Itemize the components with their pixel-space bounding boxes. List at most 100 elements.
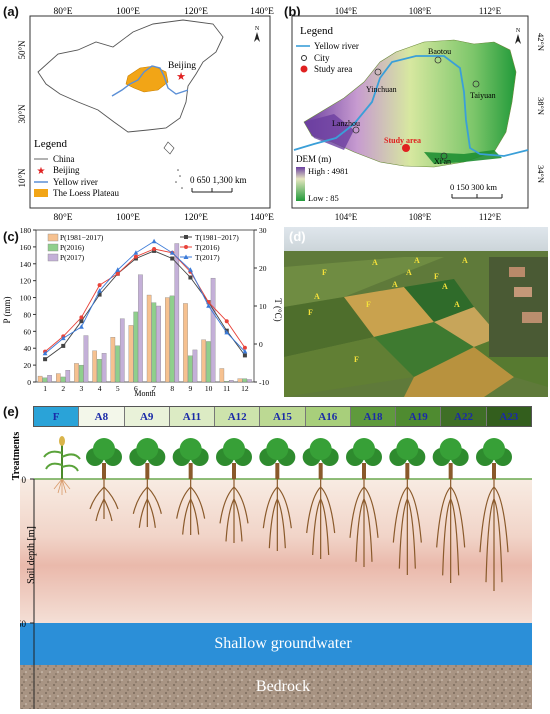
bar-0-2 xyxy=(74,363,79,383)
y2-tick-label: 0 xyxy=(259,340,263,349)
x-tick-label: 5 xyxy=(116,384,120,393)
bar-2-5 xyxy=(138,274,143,383)
bar-0-8 xyxy=(183,303,188,383)
bar-2-0 xyxy=(47,375,52,383)
plot-label: A xyxy=(442,282,448,291)
maize-icon xyxy=(43,436,81,495)
temp-point-2-11 xyxy=(242,349,248,354)
soil-profile: 0 50 xyxy=(17,427,532,709)
legend-t-1981: T(1981−2017) xyxy=(195,233,239,242)
dem-low: Low : 85 xyxy=(308,193,339,203)
lon-tick: 108°E xyxy=(409,212,432,222)
dem-high: High : 4981 xyxy=(308,166,349,176)
panel-a-map: ★ Beijing N 80°E 100°E 120°E 140°E 80°E … xyxy=(17,2,280,224)
y2-tick-label: 20 xyxy=(259,264,267,273)
temp-point-2-9 xyxy=(206,303,211,308)
study-area-label: Study area xyxy=(384,136,421,145)
treatment-a8: A8 xyxy=(79,407,125,426)
legend-item: City xyxy=(314,53,330,63)
plot-label: A xyxy=(314,292,320,301)
temp-point-2-1 xyxy=(60,335,66,341)
tree-icon xyxy=(389,438,426,575)
bar-2-8 xyxy=(192,349,198,383)
temp-point-0-8 xyxy=(188,275,193,280)
panel-d-letter: (d) xyxy=(289,229,306,244)
x-tick-label: 2 xyxy=(61,384,65,393)
treatment-f: F xyxy=(34,407,80,426)
bar-1-2 xyxy=(78,364,84,383)
x-tick-label: 6 xyxy=(134,384,138,393)
plot-label: A xyxy=(392,280,398,289)
scale-text-a: 0 650 1,300 km xyxy=(190,175,247,185)
tree-icon xyxy=(476,438,512,591)
temp-point-1-4 xyxy=(115,271,120,276)
treatments-axis: Treatments xyxy=(8,430,24,482)
treatment-a22: A22 xyxy=(441,407,487,426)
x-axis-label: Month xyxy=(134,389,155,398)
temp-point-0-11 xyxy=(242,353,247,358)
bar-0-5 xyxy=(128,325,134,383)
temp-point-2-10 xyxy=(224,330,230,335)
temp-point-1-3 xyxy=(97,283,102,288)
lon-tick: 100°E xyxy=(116,6,140,17)
temp-point-2-7 xyxy=(169,250,175,255)
bar-1-1 xyxy=(60,376,66,383)
tree-icon xyxy=(432,438,469,583)
bar-2-4 xyxy=(119,318,125,383)
temp-point-0-7 xyxy=(170,256,175,261)
y2-tick-label: 10 xyxy=(259,302,267,311)
x-tick-label: 12 xyxy=(241,384,249,393)
plot-label: F xyxy=(366,300,371,309)
temp-point-0-0 xyxy=(43,357,48,362)
temp-point-1-11 xyxy=(242,345,247,350)
legend-p-2017: P(2017) xyxy=(60,253,85,262)
lon-tick: 120°E xyxy=(184,212,208,223)
bar-2-2 xyxy=(83,335,89,383)
dem-title: DEM (m) xyxy=(296,154,331,164)
treatment-a23: A23 xyxy=(486,407,531,426)
treatment-a15: A15 xyxy=(260,407,306,426)
svg-text:★: ★ xyxy=(37,166,46,177)
temp-point-2-6 xyxy=(151,238,157,244)
temp-line-2 xyxy=(44,240,246,354)
lon-tick: 100°E xyxy=(116,212,140,223)
north-label-a: N xyxy=(255,26,260,32)
lon-tick: 112°E xyxy=(479,6,502,16)
bar-1-8 xyxy=(187,355,193,383)
legend-p-1981: P(1981−2017) xyxy=(60,233,104,242)
bar-1-6 xyxy=(151,302,157,383)
x-tick-label: 4 xyxy=(98,384,102,393)
legend-p-2016: P(2016) xyxy=(60,243,85,252)
lon-tick: 140°E xyxy=(250,212,274,223)
plot-label: A xyxy=(372,258,378,267)
tree-icon xyxy=(129,438,166,528)
y-tick-label: 140 xyxy=(20,260,32,269)
lon-tick: 108°E xyxy=(409,6,432,16)
y2-tick-label: -10 xyxy=(259,378,269,387)
x-tick-label: 7 xyxy=(152,384,156,393)
bar-1-11 xyxy=(242,378,248,383)
plot-label: A xyxy=(462,256,468,265)
tree-icon xyxy=(259,438,296,551)
x-tick-label: 3 xyxy=(80,384,84,393)
temp-point-2-2 xyxy=(79,324,84,329)
y-axis-label: P (mm) xyxy=(2,297,12,324)
field-photo: F A A A F A A F A A F A F xyxy=(284,227,548,397)
lon-tick: 120°E xyxy=(184,6,208,17)
tree-icon xyxy=(216,438,252,543)
temp-point-2-5 xyxy=(133,250,139,255)
bar-2-10 xyxy=(228,380,234,383)
temp-line-0 xyxy=(44,250,246,360)
temp-point-1-2 xyxy=(79,315,84,320)
bar-1-9 xyxy=(206,341,211,383)
y-tick-label: 40 xyxy=(24,344,32,353)
legend-item: Beijing xyxy=(53,165,80,175)
bedrock-label: Bedrock xyxy=(255,678,311,695)
bar-2-3 xyxy=(101,353,107,383)
legend-t-2017: T(2017) xyxy=(195,253,220,262)
legend-title-a: Legend xyxy=(34,138,67,150)
panel-b-letter: (b) xyxy=(284,4,301,19)
svg-text:★: ★ xyxy=(176,71,186,83)
x-tick-label: 1 xyxy=(43,384,47,393)
y-tick-label: 20 xyxy=(24,361,32,370)
